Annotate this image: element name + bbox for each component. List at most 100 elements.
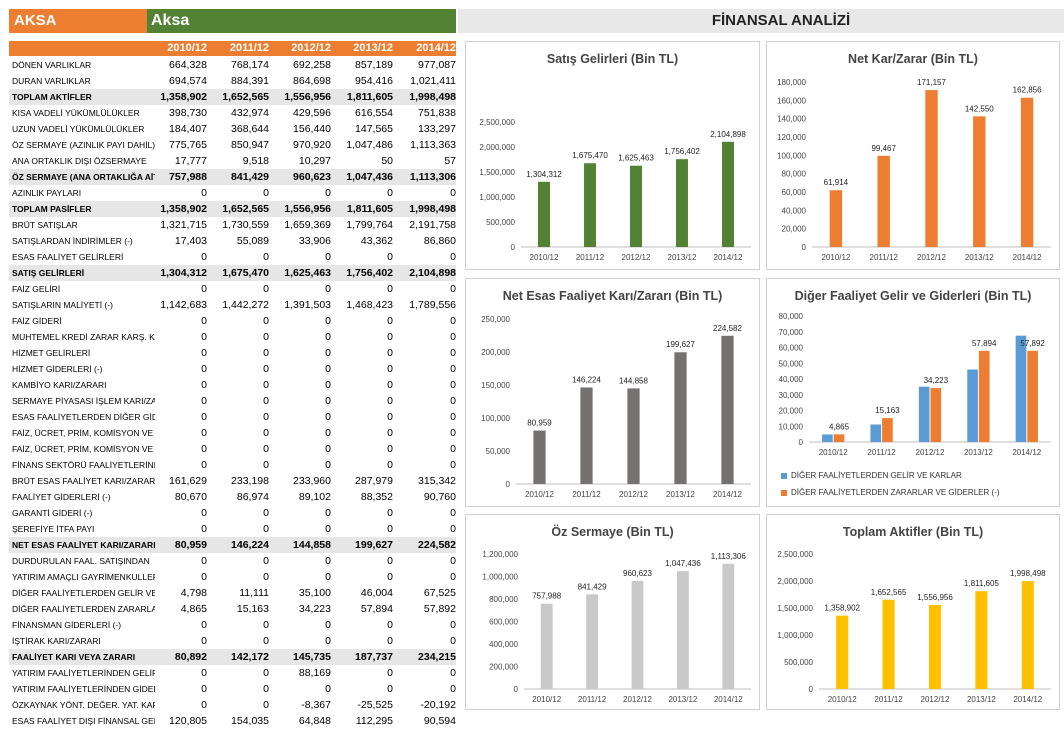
value-cell[interactable]: 757,988 [169,171,207,183]
value-cell[interactable]: -8,367 [301,699,331,711]
row-label[interactable]: DÖNEN VARLIKLAR [12,60,92,70]
value-cell[interactable]: 977,087 [418,59,456,71]
value-cell[interactable]: 112,295 [355,715,393,727]
value-cell[interactable]: 50 [381,155,393,167]
year-header[interactable]: 2011/12 [229,42,269,54]
value-cell[interactable]: 0 [450,331,456,343]
value-cell[interactable]: 146,224 [231,539,269,551]
row-label[interactable]: ÖZ SERMAYE (ANA ORTAKLIĞA AİT) [12,172,155,182]
value-cell[interactable]: 57 [444,155,456,167]
value-cell[interactable]: 1,142,683 [160,299,207,311]
value-cell[interactable]: 0 [201,507,207,519]
row-label[interactable]: ANA ORTAKLIK DIŞI ÖZSERMAYE [12,156,147,166]
value-cell[interactable]: 0 [263,507,269,519]
value-cell[interactable]: 86,860 [423,235,456,247]
value-cell[interactable]: 34,223 [298,603,331,615]
value-cell[interactable]: 0 [263,411,269,423]
row-label[interactable]: TOPLAM AKTİFLER [12,92,92,102]
value-cell[interactable]: 768,174 [231,59,269,71]
value-cell[interactable]: 0 [325,395,331,407]
value-cell[interactable]: 88,352 [360,491,393,503]
value-cell[interactable]: 0 [387,187,393,199]
value-cell[interactable]: 0 [387,411,393,423]
value-cell[interactable]: 234,215 [418,651,456,663]
value-cell[interactable]: 1,730,559 [222,219,269,231]
value-cell[interactable]: 1,358,902 [160,203,207,215]
row-label[interactable]: FİNANSMAN GİDERLERİ (-) [12,620,122,630]
row-label[interactable]: FAİZ, ÜCRET, PRİM, KOMİSYON VE DİĞER GEL… [12,428,155,438]
value-cell[interactable]: 0 [201,699,207,711]
value-cell[interactable]: 0 [387,635,393,647]
value-cell[interactable]: 0 [201,571,207,583]
value-cell[interactable]: 80,670 [174,491,207,503]
row-label[interactable]: YATIRIM FAALİYETLERİNDEN GELİRLER [12,668,155,678]
value-cell[interactable]: 89,102 [298,491,331,503]
value-cell[interactable]: 0 [263,315,269,327]
value-cell[interactable]: 0 [450,411,456,423]
year-header[interactable]: 2013/12 [353,42,393,54]
value-cell[interactable]: 1,998,498 [409,91,456,103]
value-cell[interactable]: 0 [201,251,207,263]
value-cell[interactable]: 1,304,312 [160,267,207,279]
row-label[interactable]: FAİZ GELİRİ [12,284,61,294]
row-label[interactable]: ESAS FAALİYET DIŞI FİNANSAL GELİRLER [12,716,155,726]
value-cell[interactable]: 184,407 [169,123,207,135]
value-cell[interactable]: 0 [201,523,207,535]
value-cell[interactable]: 664,328 [169,59,207,71]
row-label[interactable]: DİĞER FAALİYETLERDEN GELİR VE KARLAR [12,588,155,598]
row-label[interactable]: TOPLAM PASİFLER [12,204,92,214]
value-cell[interactable]: 57,894 [360,603,393,615]
value-cell[interactable]: 1,811,605 [346,91,393,103]
row-label[interactable]: FAİZ GİDERİ [12,316,62,326]
value-cell[interactable]: 315,342 [418,475,456,487]
row-label[interactable]: SATIŞLARDAN İNDİRİMLER (-) [12,236,133,246]
value-cell[interactable]: 90,594 [423,715,456,727]
value-cell[interactable]: 0 [263,619,269,631]
value-cell[interactable]: 398,730 [169,107,207,119]
value-cell[interactable]: 850,947 [231,139,269,151]
row-label[interactable]: ŞEREFİYE İTFA PAYI [12,524,95,534]
year-header[interactable]: 2014/12 [416,42,456,54]
year-header[interactable]: 2012/12 [291,42,331,54]
row-label[interactable]: KISA VADELİ YÜKÜMLÜLÜKLER [12,108,140,118]
value-cell[interactable]: 616,554 [355,107,393,119]
value-cell[interactable]: 0 [201,187,207,199]
value-cell[interactable]: 0 [387,619,393,631]
value-cell[interactable]: 0 [325,571,331,583]
value-cell[interactable]: 0 [387,363,393,375]
value-cell[interactable]: 17,777 [174,155,207,167]
value-cell[interactable]: 0 [450,507,456,519]
value-cell[interactable]: 0 [201,379,207,391]
value-cell[interactable]: 954,416 [355,75,393,87]
value-cell[interactable]: 4,865 [180,603,207,615]
value-cell[interactable]: 80,892 [174,651,207,663]
value-cell[interactable]: 0 [387,315,393,327]
value-cell[interactable]: 86,974 [236,491,269,503]
value-cell[interactable]: 161,629 [169,475,207,487]
value-cell[interactable]: 0 [325,347,331,359]
value-cell[interactable]: 694,574 [169,75,207,87]
row-label[interactable]: FAİZ, ÜCRET, PRİM, KOMİSYON VE DİĞER GİD… [12,444,155,454]
value-cell[interactable]: 287,979 [355,475,393,487]
value-cell[interactable]: 1,799,764 [346,219,393,231]
value-cell[interactable]: 2,191,758 [409,219,456,231]
value-cell[interactable]: 64,848 [298,715,331,727]
value-cell[interactable]: 0 [263,699,269,711]
value-cell[interactable]: 1,652,565 [222,203,269,215]
row-label[interactable]: SATIŞ GELİRLERİ [12,268,85,278]
value-cell[interactable]: 0 [201,411,207,423]
value-cell[interactable]: 0 [450,379,456,391]
value-cell[interactable]: 0 [387,523,393,535]
value-cell[interactable]: 0 [201,555,207,567]
value-cell[interactable]: 147,565 [355,123,393,135]
chart-panel-net-profit[interactable]: Net Kar/Zarar (Bin TL) 0 20,000 40,000 60,00… [766,41,1060,270]
value-cell[interactable]: 0 [325,507,331,519]
value-cell[interactable]: 0 [201,459,207,471]
value-cell[interactable]: 1,021,411 [410,75,456,87]
row-label[interactable]: SATIŞLARIN MALİYETİ (-) [12,300,113,310]
row-label[interactable]: FAALİYET GİDERLERİ (-) [12,492,111,502]
row-label[interactable]: DURAN VARLIKLAR [12,76,91,86]
value-cell[interactable]: 0 [201,619,207,631]
value-cell[interactable]: 33,906 [298,235,331,247]
value-cell[interactable]: 233,960 [293,475,331,487]
